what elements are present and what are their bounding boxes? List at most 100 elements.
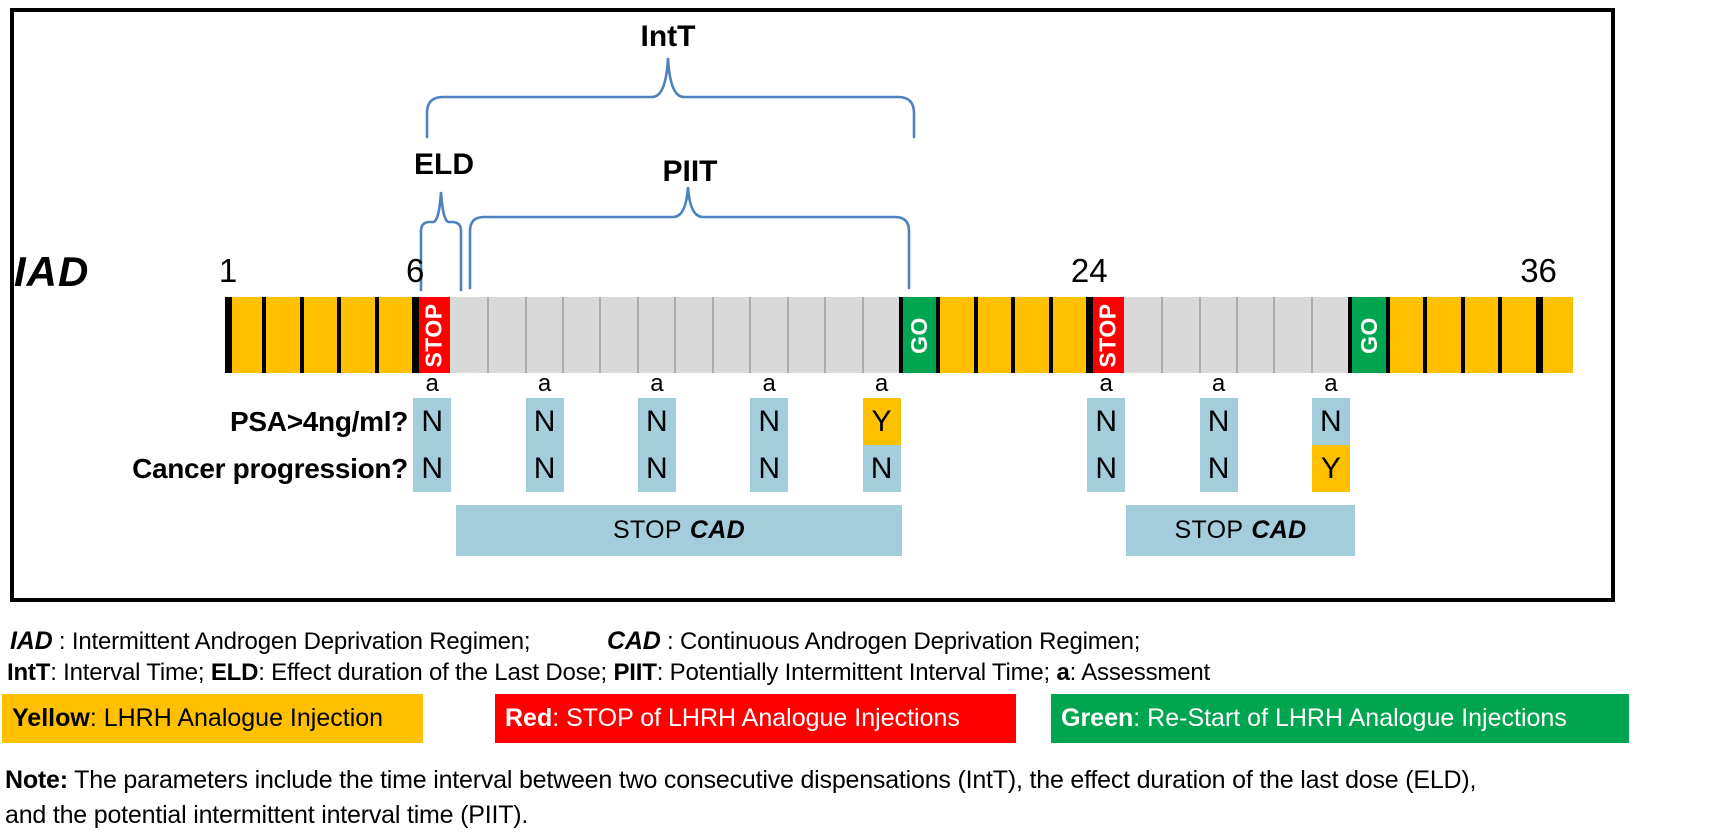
timeline-month-gray <box>1236 297 1273 373</box>
cad-term: CAD <box>607 627 661 655</box>
note-line-2: and the potential intermittent interval … <box>5 801 529 829</box>
color-key-yellow-definition: : LHRH Analogue Injection <box>89 704 384 732</box>
month-label-36: 36 <box>1520 252 1557 289</box>
assessment-cell-progression-m27: N <box>1199 445 1238 492</box>
timeline-month-yellow <box>1011 297 1049 373</box>
stop-cad-text: STOP <box>613 516 682 544</box>
note-label: Note: <box>5 766 68 794</box>
timeline-month-gray <box>712 297 749 373</box>
color-key-red: Red: STOP of LHRH Analogue Injections <box>495 694 1016 743</box>
assessment-cell-progression-m12: N <box>637 445 676 492</box>
assessment-mark: a <box>1099 370 1113 397</box>
color-key-green-definition: : Re-Start of LHRH Analogue Injections <box>1133 704 1567 732</box>
timeline-month-gray <box>1199 297 1236 373</box>
intt-term: IntT <box>7 659 51 686</box>
timeline-month-gray <box>562 297 599 373</box>
timeline-month-stop: STOP <box>412 297 450 373</box>
iad-timeline-bar: STOP GO STOP GO <box>225 297 1573 373</box>
note-text-line1: The parameters include the time interval… <box>67 766 1477 794</box>
timeline-month-go: GO <box>1348 297 1386 373</box>
piit-brace-label: PIIT <box>662 155 718 188</box>
assessment-term: a <box>1056 659 1070 686</box>
assessment-cell-psa-m18: Y <box>862 398 901 445</box>
month-label-24: 24 <box>1070 252 1108 289</box>
timeline-month-go: GO <box>899 297 936 373</box>
assessment-cell-progression-m30: Y <box>1311 445 1350 492</box>
assessment-mark: a <box>874 370 889 397</box>
color-key-yellow: Yellow: LHRH Analogue Injection <box>2 694 423 743</box>
timeline-month-yellow <box>262 297 300 373</box>
stop-tag: STOP <box>421 302 447 368</box>
assessment-mark: a <box>1211 370 1226 397</box>
eld-term: ELD <box>210 659 259 686</box>
timeline-month-yellow <box>225 297 262 373</box>
timeline-month-yellow <box>1461 297 1498 373</box>
timeline-month-gray <box>1311 297 1348 373</box>
color-key-red-term: Red <box>505 704 553 732</box>
assessment-cell-psa-m24: N <box>1087 398 1126 445</box>
piit-definition: : Potentially Intermittent Interval Time… <box>656 659 1057 686</box>
iad-term: IAD <box>10 627 53 655</box>
timeline-month-gray <box>862 297 899 373</box>
timeline-month-gray <box>487 297 525 373</box>
assessment-cell-psa-m27: N <box>1199 398 1238 445</box>
timeline-month-gray <box>824 297 862 373</box>
assessment-mark: a <box>425 370 439 397</box>
assessment-mark: a <box>650 370 664 397</box>
timeline-month-gray <box>525 297 562 373</box>
color-key-red-definition: : STOP of LHRH Analogue Injections <box>552 704 960 732</box>
assessment-cell-psa-m30: N <box>1311 398 1350 445</box>
color-key-green: Green: Re-Start of LHRH Analogue Injecti… <box>1051 694 1629 743</box>
stop-cad-cad-text: CAD <box>1251 516 1307 544</box>
assessment-cell-psa-m12: N <box>637 398 676 445</box>
timeline-month-gray <box>637 297 674 373</box>
go-tag: GO <box>906 316 932 354</box>
month-label-6: 6 <box>406 252 425 289</box>
timeline-month-gray <box>450 297 487 373</box>
intt-definition: : Interval Time; <box>50 659 211 686</box>
figure-border-box <box>10 8 1615 602</box>
piit-term: PIIT <box>613 659 657 686</box>
stop-tag: STOP <box>1095 302 1121 368</box>
timeline-month-gray <box>599 297 637 373</box>
timeline-month-yellow <box>936 297 974 373</box>
timeline-month-gray <box>1273 297 1311 373</box>
stop-cad-cad-text: CAD <box>689 516 745 544</box>
timeline-month-yellow <box>1049 297 1086 373</box>
assessment-cell-psa-m6: N <box>413 398 452 445</box>
timeline-month-gray <box>1161 297 1199 373</box>
stop-cad-box-2: STOP CAD <box>1126 505 1355 556</box>
assessment-cell-progression-m18: N <box>862 445 901 492</box>
timeline-month-stop: STOP <box>1086 297 1124 373</box>
timeline-month-yellow <box>974 297 1011 373</box>
iad-title: IAD <box>14 248 90 295</box>
assessment-mark: a <box>1324 370 1338 397</box>
timeline-month-yellow <box>1386 297 1423 373</box>
month-label-1: 1 <box>218 252 238 289</box>
timeline-month-yellow <box>1498 297 1536 373</box>
timeline-month-yellow <box>375 297 412 373</box>
go-tag: GO <box>1355 316 1382 354</box>
eld-brace-label: ELD <box>414 148 474 181</box>
eld-definition: : Effect duration of the Last Dose; <box>258 659 614 686</box>
stop-cad-box-1: STOP CAD <box>456 505 902 556</box>
timeline-month-gray <box>674 297 712 373</box>
timeline-month-gray <box>787 297 824 373</box>
assessment-cell-psa-m9: N <box>525 398 564 445</box>
abbreviation-legend-line-2: IntT: Interval Time; ELD: Effect duratio… <box>7 659 1210 687</box>
timeline-month-yellow <box>1423 297 1461 373</box>
assessment-mark: a <box>537 370 552 397</box>
assessment-cell-progression-m9: N <box>525 445 564 492</box>
assessment-cell-progression-m24: N <box>1087 445 1126 492</box>
abbreviation-legend-line-1: IAD : Intermittent Androgen Deprivation … <box>0 627 1713 657</box>
color-key-yellow-term: Yellow <box>12 704 90 732</box>
intt-brace-label: IntT <box>640 20 696 53</box>
iad-definition: : Intermittent Androgen Deprivation Regi… <box>52 628 531 655</box>
timeline-month-gray <box>1124 297 1161 373</box>
stop-cad-text: STOP <box>1174 516 1244 544</box>
assessment-definition: : Assessment <box>1069 659 1211 686</box>
assessment-cell-psa-m15: N <box>750 398 789 445</box>
timeline-month-yellow <box>300 297 337 373</box>
assessment-cell-progression-m15: N <box>750 445 789 492</box>
note-line-1: Note: The parameters include the time in… <box>5 766 1476 795</box>
